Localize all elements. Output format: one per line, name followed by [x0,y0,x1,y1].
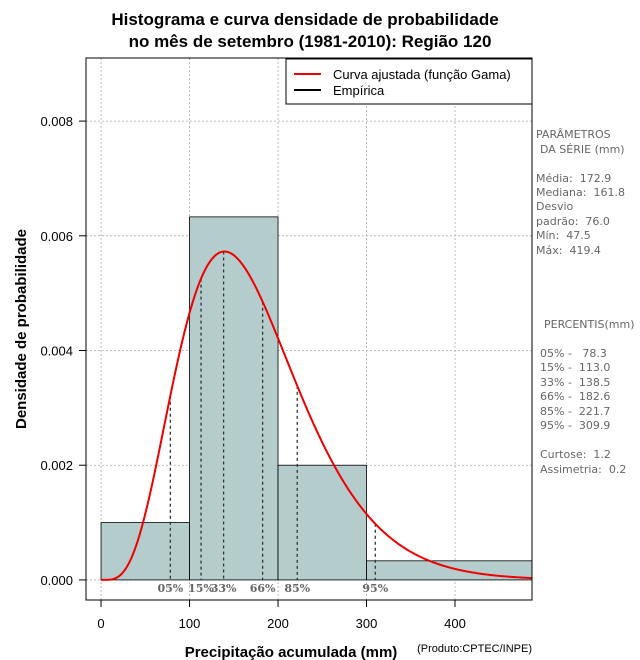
legend-label-1: Empírica [333,83,385,98]
stats-min: Mín: 47.5 [536,229,591,242]
stats-median: Mediana: 161.8 [536,186,625,199]
credit-label: (Produto:CPTEC/INPE) [417,643,532,655]
y-tick-label-2: 0.004 [40,344,73,359]
stats-std-value: padrão: 76.0 [536,215,610,228]
stats-kurtosis: Curtose: 1.2 [540,448,611,461]
chart-title-line1: Histograma e curva densidade de probabil… [111,10,498,29]
y-tick-label-3: 0.006 [40,229,73,244]
stats-mean: Média: 172.9 [536,172,612,185]
percentile-label-33%: 33% [211,582,237,595]
legend-box [285,58,533,105]
y-axis-label: Densidade de probabilidade [13,229,30,429]
percentil-66: 66% - 182.6 [540,390,611,403]
percentil-33: 33% - 138.5 [540,376,611,389]
stats-skewness: Assimetria: 0.2 [540,463,627,476]
legend-label-0: Curva ajustada (função Gama) [333,67,511,82]
gamma-fit-curve [101,250,533,581]
plot-frame [85,57,533,601]
x-tick-label-2: 200 [267,616,289,631]
stats-header-line2: DA SÉRIE (mm) [540,143,625,156]
stats-std-label: Desvio [536,200,574,213]
stats-max: Máx: 419.4 [536,244,601,257]
x-tick-label-1: 100 [179,616,201,631]
percentil-05: 05% - 78.3 [540,347,607,360]
x-tick-label-0: 0 [97,616,104,631]
percentil-15: 15% - 113.0 [540,361,611,374]
percentile-label-15%: 15% [188,582,214,595]
percentil-95: 95% - 309.9 [540,419,611,432]
percentil-85: 85% - 221.7 [540,405,611,418]
y-tick-label-1: 0.002 [40,458,73,473]
histogram-bar-0 [100,522,190,581]
percentis-header: PERCENTIS(mm) [544,318,635,331]
x-axis-label: Precipitação acumulada (mm) [185,644,398,660]
y-tick-label-4: 0.008 [40,114,73,129]
x-tick-label-4: 400 [444,616,466,631]
percentile-label-05%: 05% [157,582,183,595]
chart-title-line2: no mês de setembro (1981-2010): Região 1… [129,32,492,51]
stats-header-line1: PARÂMETROS [536,128,611,141]
histogram-bar-1 [189,216,279,581]
percentile-label-85%: 85% [284,582,310,595]
x-tick-label-3: 300 [356,616,378,631]
histogram-bar-2 [277,464,367,581]
y-tick-label-0: 0.000 [40,573,73,588]
percentile-label-95%: 95% [362,582,388,595]
percentile-label-66%: 66% [250,582,276,595]
